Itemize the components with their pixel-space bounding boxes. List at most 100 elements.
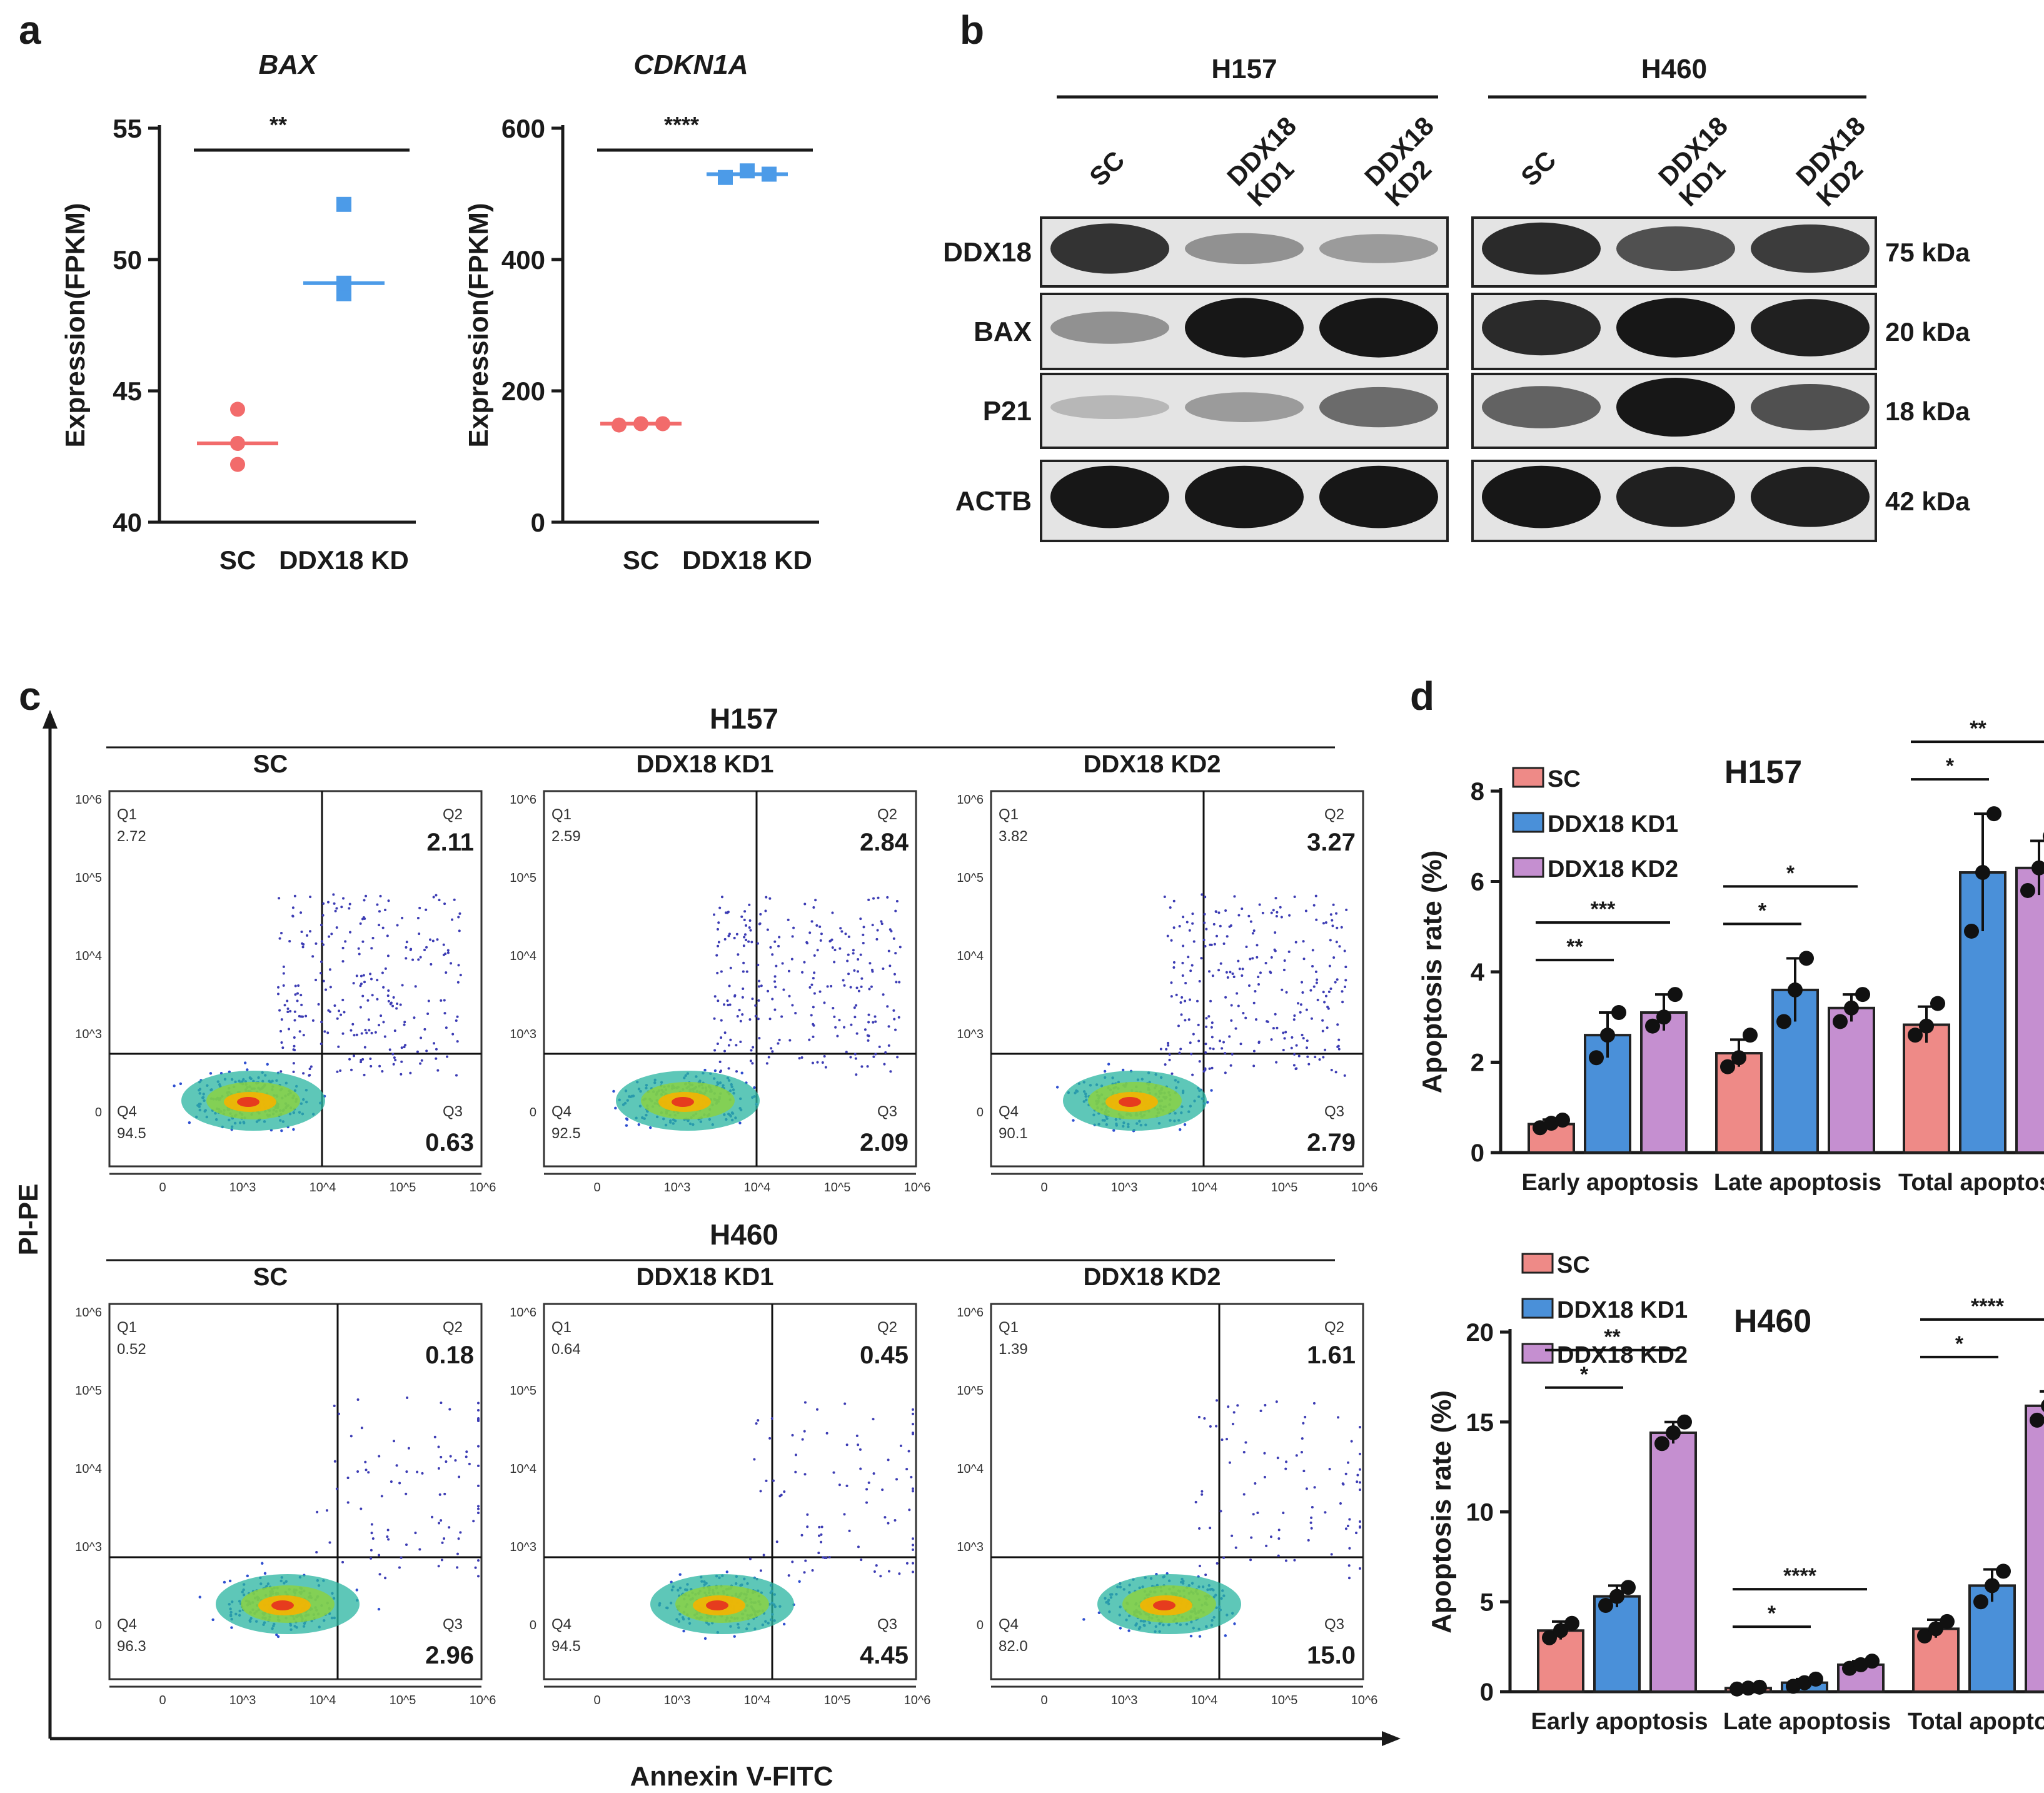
flow-q1-value: 0.52 (117, 1341, 146, 1358)
flow-density-core (271, 1600, 294, 1610)
flow-q4-name: Q4 (117, 1616, 137, 1633)
replicate-point-d_h157 (1656, 1009, 1671, 1025)
flow-event-dot (1224, 1052, 1227, 1055)
flow-event-dot (320, 940, 323, 943)
flow-event-dot (867, 1481, 870, 1484)
flow-event-dot (450, 962, 453, 965)
flow-event-dot (261, 1562, 264, 1565)
flow-event-dot (1285, 1460, 1288, 1463)
flow-event-dot (1186, 921, 1189, 924)
flow-y-tick-label: 10^5 (957, 871, 984, 885)
flow-event-dot (682, 1629, 685, 1633)
flow-event-dot (421, 1472, 424, 1475)
flow-event-dot (1323, 1001, 1326, 1004)
flow-event-dot (838, 947, 842, 950)
flow-event-dot (282, 965, 285, 968)
flow-event-dot (300, 994, 303, 997)
legend-label-d_h157: DDX18 KD1 (1548, 811, 1678, 837)
flow-q4-name: Q4 (551, 1103, 571, 1120)
blot-band-P21 (1482, 386, 1601, 428)
flow-event-dot (716, 1042, 719, 1045)
flow-event-dot (457, 1537, 460, 1540)
flow-x-tick-label: 10^6 (1351, 1694, 1378, 1707)
flow-event-dot (1198, 1635, 1202, 1638)
flow-event-dot (803, 1571, 806, 1574)
flow-event-dot (405, 1492, 408, 1495)
flow-event-dot (405, 941, 408, 944)
flow-event-dot (363, 1046, 366, 1049)
flow-event-dot (228, 1579, 232, 1583)
flow-event-dot (897, 1016, 900, 1019)
flow-event-dot (282, 972, 285, 975)
flow-event-dot (1188, 929, 1191, 932)
flow-event-dot (908, 1508, 911, 1512)
flow-event-dot (868, 987, 871, 991)
replicate-point-d_h460 (1553, 1623, 1568, 1639)
flow-event-dot (1293, 1014, 1296, 1018)
flow-event-dot (423, 1028, 426, 1031)
chart-title-d_h460: H460 (1734, 1303, 1811, 1340)
flow-event-dot (344, 940, 347, 943)
flow-event-dot (757, 985, 760, 988)
flow-event-dot (1304, 1415, 1307, 1418)
flow-event-dot (416, 1050, 419, 1053)
flow-event-dot (456, 1040, 459, 1043)
flow-event-dot (398, 1566, 401, 1569)
flow-event-dot (794, 1453, 797, 1457)
flow-event-dot (1314, 970, 1317, 973)
flow-event-dot (778, 936, 781, 939)
flow-event-dot (717, 941, 720, 944)
flow-y-tick-label: 10^5 (510, 1384, 536, 1398)
flow-density-core (1119, 1097, 1141, 1107)
flow-event-dot (1281, 988, 1284, 991)
panel-b-western-blot: H157 SC DDX18KD1 DDX18KD2 DDX18 BAX P21 ACTB H46… (943, 54, 1970, 542)
flow-event-dot (1175, 993, 1178, 996)
bar-d_h460 (2025, 1404, 2044, 1693)
protein-label-BAX: BAX (974, 316, 1032, 347)
flow-event-dot (748, 1018, 752, 1021)
replicate-point-d_h157 (1600, 1028, 1615, 1043)
flow-event-dot (404, 1044, 407, 1047)
flow-event-dot (884, 1051, 887, 1054)
flow-event-dot (874, 1020, 877, 1023)
flow-event-dot (394, 1058, 397, 1061)
flow-event-dot (266, 1063, 269, 1066)
y-tick-label-d_h460: 20 (1466, 1319, 1494, 1346)
flow-event-dot (327, 901, 330, 904)
sig-label-d_h460: * (1955, 1332, 1964, 1356)
blot-band-DDX18 (1319, 234, 1438, 263)
flow-event-dot (1198, 1565, 1201, 1568)
flow-event-dot (745, 924, 748, 927)
flow-event-dot (1326, 1026, 1329, 1029)
flow-event-dot (765, 1062, 768, 1065)
flow-event-dot (865, 1488, 868, 1491)
flow-event-dot (416, 1470, 419, 1473)
lane-label-H460: DDX18KD1 (1653, 111, 1754, 212)
flow-y-tick-label: 0 (95, 1619, 102, 1632)
flow-event-dot (1202, 938, 1206, 941)
flow-event-dot (777, 944, 780, 947)
flow-event-dot (625, 1124, 628, 1127)
flow-event-dot (1355, 1532, 1358, 1535)
flow-event-dot (1216, 1399, 1219, 1402)
flow-event-dot (370, 1031, 373, 1034)
flow-event-dot (370, 1548, 373, 1552)
flow-event-dot (365, 894, 368, 897)
flow-cell-line-H460: H460 (710, 1218, 778, 1251)
flow-event-dot (1237, 959, 1240, 962)
flow-event-dot (320, 924, 323, 927)
flow-event-dot (813, 992, 816, 995)
flow-event-dot (845, 1051, 848, 1054)
flow-event-dot (1347, 1564, 1351, 1567)
flow-event-dot (1204, 1573, 1207, 1577)
y-axis-label-a_bax: Expression(FPKM) (60, 203, 91, 447)
flow-event-dot (1208, 970, 1211, 973)
flow-event-dot (1263, 1452, 1266, 1455)
flow-event-dot (1166, 934, 1169, 937)
flow-event-dot (1284, 1467, 1287, 1470)
flow-event-dot (1231, 972, 1234, 975)
replicate-point-d_h460 (1797, 1675, 1812, 1690)
flow-event-dot (335, 907, 338, 910)
flow-event-dot (912, 1570, 914, 1573)
flow-event-dot (1242, 1493, 1246, 1496)
